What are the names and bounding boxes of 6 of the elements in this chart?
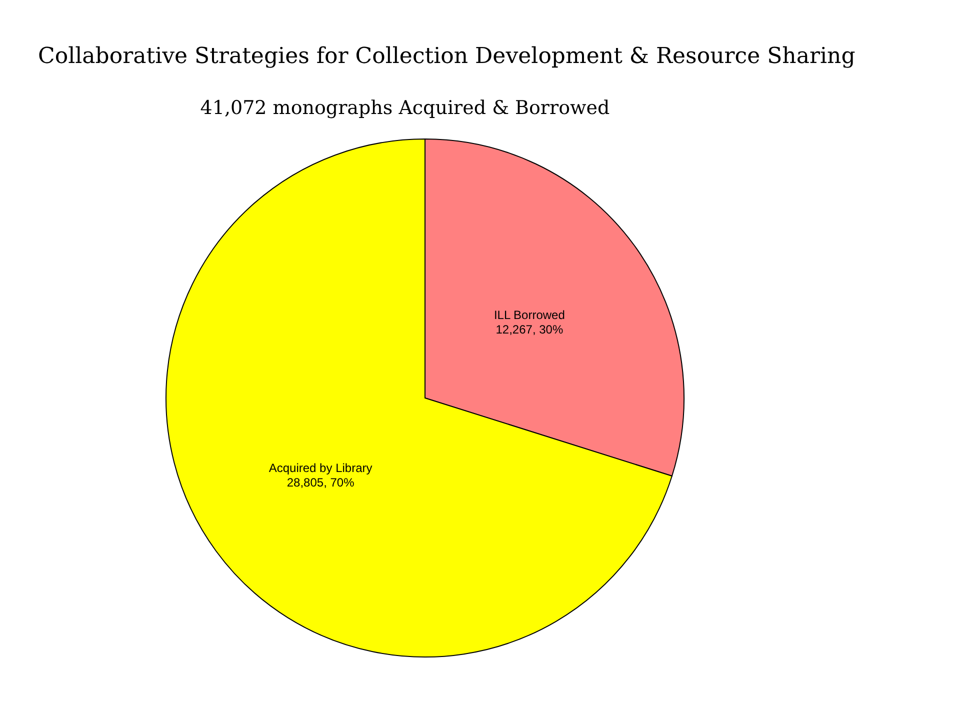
data-label: 28,805, 70% xyxy=(286,476,355,490)
slice-label: ILL Borrowed xyxy=(494,308,565,322)
data-label: 12,267, 30% xyxy=(496,322,564,336)
slice-label: Acquired by Library xyxy=(268,461,372,476)
chart-title: Collaborative Strategies for Collection Development & Resource Sharing xyxy=(38,44,856,69)
chart-subtitle: 41,072 monographs Acquired & Borrowed xyxy=(200,97,610,119)
